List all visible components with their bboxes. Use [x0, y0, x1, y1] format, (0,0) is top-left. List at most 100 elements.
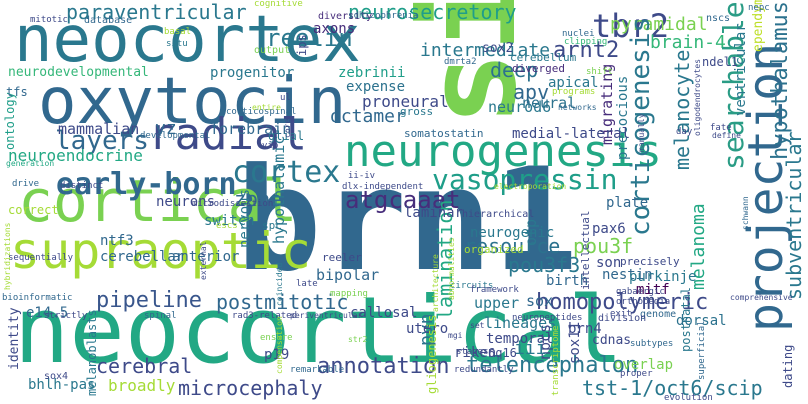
word-comprehensive: comprehensive [730, 293, 793, 302]
word-periventricular: periventricular [290, 311, 363, 320]
word-define: define [712, 131, 741, 140]
word-neurons: neurons [156, 194, 216, 210]
word-electroporation: electroporation [494, 182, 567, 191]
word-expense: expense [346, 79, 406, 95]
word-output: output [254, 45, 291, 56]
word-sox4: sox4 [44, 371, 69, 382]
word-brain-4: brain-4 [650, 32, 726, 53]
word-correct: correct [8, 203, 59, 217]
word-precisely: precisely [620, 255, 680, 268]
word-6q16: 6q16 [488, 346, 517, 360]
word-ontology: ontology [3, 92, 17, 150]
word-laminar: laminar [404, 205, 464, 221]
word-architecture: architecture [431, 254, 440, 312]
word-developmental: developmental [140, 131, 211, 141]
word-dlx-independent: dlx-independent [342, 182, 424, 192]
word-ndel1: ndel1 [702, 55, 739, 69]
word-nepc: nepc [748, 3, 770, 13]
word-sequentially: sequentially [8, 253, 74, 263]
word-coincided: coincided [275, 262, 284, 306]
word-shift: shift [586, 67, 614, 77]
word-broadly: broadly [108, 376, 176, 395]
word-transcriptome: transcriptome [551, 325, 561, 396]
word-callosal: callosal [350, 305, 418, 321]
word-gabaergic: gabaergic [616, 287, 665, 297]
word-glial: glial [268, 129, 305, 143]
word-paraventricular: paraventricular [66, 0, 247, 24]
word-mitotic: mitotic [30, 15, 68, 25]
word-lineages: lineages [484, 314, 557, 332]
word-annotation: annotation [317, 354, 450, 379]
word-deep: deep [490, 58, 539, 82]
word-ventricular: ventricular [733, 23, 749, 116]
word-escs: escs [216, 221, 238, 231]
word-melanocyte: melanocyte [670, 49, 694, 170]
word-precocious: precocious [615, 75, 631, 160]
word-homopolymeric: homopolymeric [536, 290, 709, 315]
word-cerebellar: cerebellar [100, 249, 185, 265]
word-proper: proper [620, 369, 653, 379]
word-progenitor: progenitor [210, 65, 295, 81]
word-diversity: diversity [318, 11, 373, 22]
word-pyramidal: pyramidal [610, 14, 708, 35]
word-otp: otp [522, 218, 540, 246]
word-utero: utero [406, 321, 449, 337]
word-dmrta2: dmrta2 [444, 57, 477, 67]
word-intermediate: intermediate [420, 40, 551, 61]
word-pou3f: pou3f [573, 234, 634, 258]
word-reeler: reeler [322, 251, 362, 264]
word-ips: ips [295, 34, 309, 56]
word-atgcaaat: atgcaaat [345, 186, 461, 214]
word-stages: stages [456, 347, 489, 357]
word-oligodendrocytes: oligodendrocytes [693, 58, 702, 136]
word-neuroendocrine: neuroendocrine [8, 146, 143, 165]
word-neural: neural [522, 94, 577, 112]
word-temporal: temporal [486, 331, 554, 347]
word-anterior: anterior [172, 249, 240, 265]
word-oxytocin: oxytocin [38, 65, 347, 139]
word-forebrain: forebrain [210, 120, 292, 138]
word-brn4: brn4 [568, 321, 602, 337]
word-rad3-related: rad3-related [232, 311, 298, 321]
word-database: database [84, 15, 133, 26]
word-tst-1-oct6-scip: tst-1/oct6/scip [582, 376, 763, 400]
word-brn1: brn1 [236, 138, 578, 303]
word-supraoptic: supraoptic [10, 222, 312, 280]
word-framework: framework [470, 285, 519, 295]
word-neurogenic: neurogenic [470, 225, 555, 241]
word-radial: radial [148, 109, 307, 160]
word-pou3f3: pou3f3 [508, 253, 581, 277]
word-subventricular: subventricular [782, 131, 806, 300]
word-somatostatin: somatostatin [404, 127, 484, 140]
word-vasopressin: vasopressin [432, 163, 618, 196]
word-generation: generation [6, 159, 55, 168]
word-organized: organized [464, 243, 524, 256]
word-zone: zone [234, 187, 283, 211]
word-corticospinal: corticospinal [226, 107, 297, 117]
word-sox: sox [526, 292, 554, 310]
word-nuclei: nuclei [562, 29, 595, 39]
word-remarkable: remarkable [290, 365, 345, 375]
word-schwann: schwann [741, 196, 750, 230]
word-e14.5: e14.5 [26, 305, 69, 321]
word-spinal: spinal [144, 311, 177, 321]
word-cerebral: cerebral [96, 354, 193, 378]
word-neurodevelopmental: neurodevelopmental [8, 65, 149, 80]
word-mapping: mapping [330, 289, 368, 299]
word-reelin: reelin [266, 24, 353, 52]
word-neurosecretory: neurosecretory [348, 0, 517, 24]
word-plate: plate [606, 195, 649, 211]
word-abnormalities: abnormalities [447, 237, 456, 300]
word-postmitotic: postmitotic [216, 290, 349, 314]
word-mammalian: mammalian [58, 120, 140, 138]
word-manually: manually [637, 113, 646, 152]
word-vip: vip [262, 141, 279, 151]
word-cortex: cortex [232, 155, 341, 190]
word-hierarchical: hierarchical [462, 209, 535, 220]
word-cortical: cortical [18, 167, 298, 235]
word-mgi: mgi [448, 331, 463, 340]
word-bhlh-pas: bhlh-pas [28, 377, 96, 393]
word-external: external [199, 241, 208, 280]
word-sox11: sox11 [567, 321, 583, 364]
